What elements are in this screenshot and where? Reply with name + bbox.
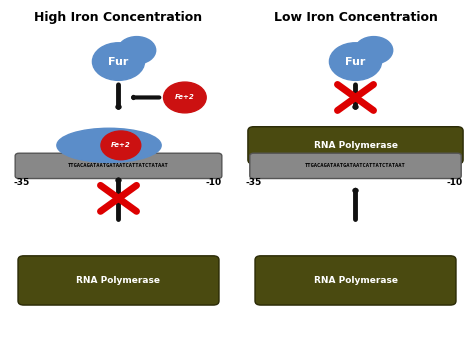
Text: Fur: Fur xyxy=(346,56,365,67)
Text: Fe+2: Fe+2 xyxy=(175,94,195,101)
Text: -35: -35 xyxy=(13,178,29,187)
Text: -10: -10 xyxy=(205,178,221,187)
Text: TTGACAGATAATGATAATCATTATCTATAAT: TTGACAGATAATGATAATCATTATCTATAAT xyxy=(68,163,169,168)
Circle shape xyxy=(101,131,141,160)
Text: High Iron Concentration: High Iron Concentration xyxy=(35,11,202,24)
FancyBboxPatch shape xyxy=(255,256,456,305)
Circle shape xyxy=(164,82,206,113)
Text: TTGACAGATAATGATAATCATTATCTATAAT: TTGACAGATAATGATAATCATTATCTATAAT xyxy=(305,163,406,168)
Circle shape xyxy=(92,43,145,80)
Circle shape xyxy=(118,37,155,64)
FancyBboxPatch shape xyxy=(18,256,219,305)
Text: -10: -10 xyxy=(447,178,463,187)
Text: Low Iron Concentration: Low Iron Concentration xyxy=(273,11,438,24)
Circle shape xyxy=(329,43,382,80)
FancyBboxPatch shape xyxy=(15,153,222,179)
Text: -35: -35 xyxy=(246,178,262,187)
Ellipse shape xyxy=(57,128,161,162)
FancyBboxPatch shape xyxy=(248,127,463,164)
Circle shape xyxy=(355,37,392,64)
Text: RNA Polymerase: RNA Polymerase xyxy=(313,276,398,285)
Text: Fur: Fur xyxy=(109,56,128,67)
Text: Fe+2: Fe+2 xyxy=(111,142,131,148)
Text: RNA Polymerase: RNA Polymerase xyxy=(313,141,398,150)
FancyBboxPatch shape xyxy=(250,153,461,179)
Text: RNA Polymerase: RNA Polymerase xyxy=(76,276,161,285)
